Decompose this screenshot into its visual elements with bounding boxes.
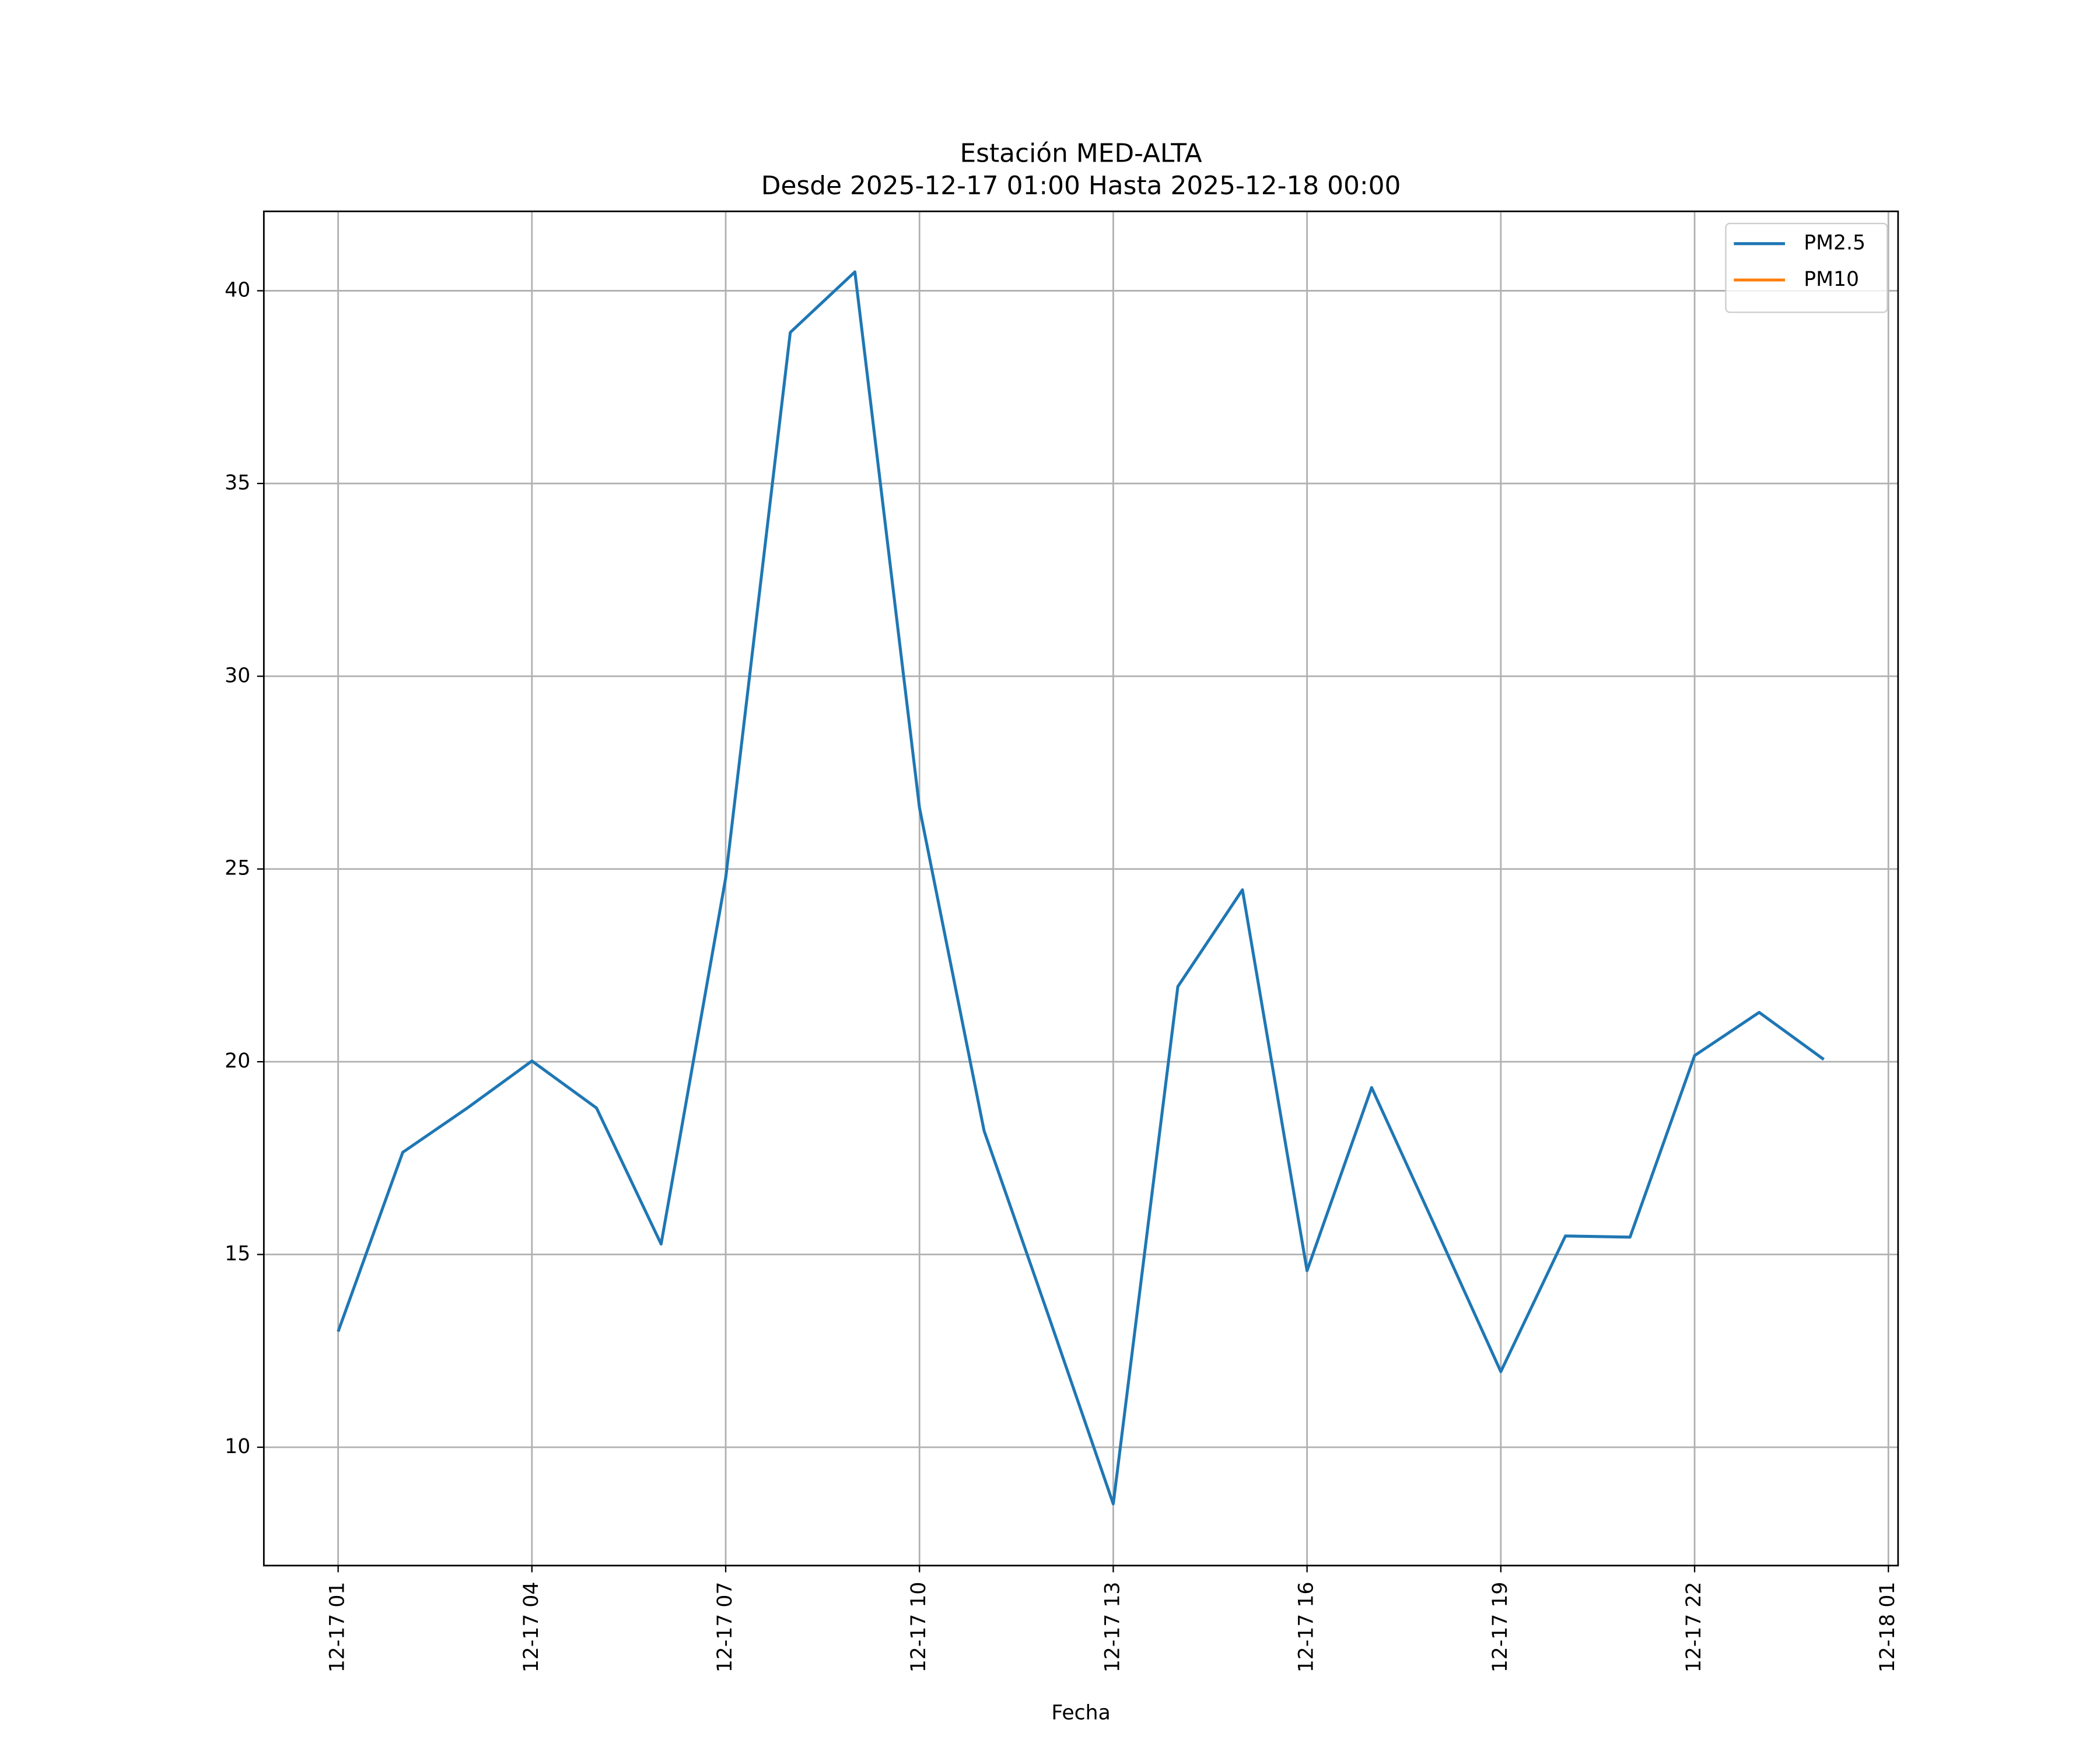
plot-frame bbox=[262, 210, 1899, 1567]
legend-box bbox=[1725, 222, 1888, 313]
x-tick-label: 12-17 22 bbox=[1682, 1582, 1706, 1673]
chart-subtitle: Desde 2025-12-17 01:00 Hasta 2025-12-18 … bbox=[761, 171, 1401, 201]
x-tick-label: 12-17 13 bbox=[1101, 1582, 1124, 1673]
data-line bbox=[337, 270, 1825, 1506]
x-tick-label: 12-17 04 bbox=[520, 1582, 543, 1673]
x-axis-label: Fecha bbox=[1051, 1702, 1110, 1725]
y-tick-label: 15 bbox=[225, 1242, 250, 1266]
legend-label: PM2.5 bbox=[1804, 232, 1866, 255]
legend-label: PM10 bbox=[1804, 268, 1859, 291]
y-tick-label: 35 bbox=[225, 471, 250, 495]
y-tick-label: 40 bbox=[225, 278, 250, 302]
y-tick-label: 30 bbox=[225, 664, 250, 687]
x-tick-label: 12-18 01 bbox=[1876, 1582, 1899, 1673]
y-tick-label: 10 bbox=[225, 1435, 250, 1458]
y-tick-label: 25 bbox=[225, 857, 250, 880]
chart-title: Estación MED-ALTA bbox=[960, 138, 1202, 168]
x-tick-label: 12-17 07 bbox=[713, 1582, 737, 1673]
x-tick-label: 12-17 16 bbox=[1295, 1582, 1318, 1673]
x-tick-label: 12-17 10 bbox=[907, 1582, 930, 1673]
x-tick-label: 12-17 01 bbox=[326, 1582, 349, 1673]
x-tick-label: 12-17 19 bbox=[1489, 1582, 1512, 1673]
y-tick-label: 20 bbox=[225, 1049, 250, 1073]
